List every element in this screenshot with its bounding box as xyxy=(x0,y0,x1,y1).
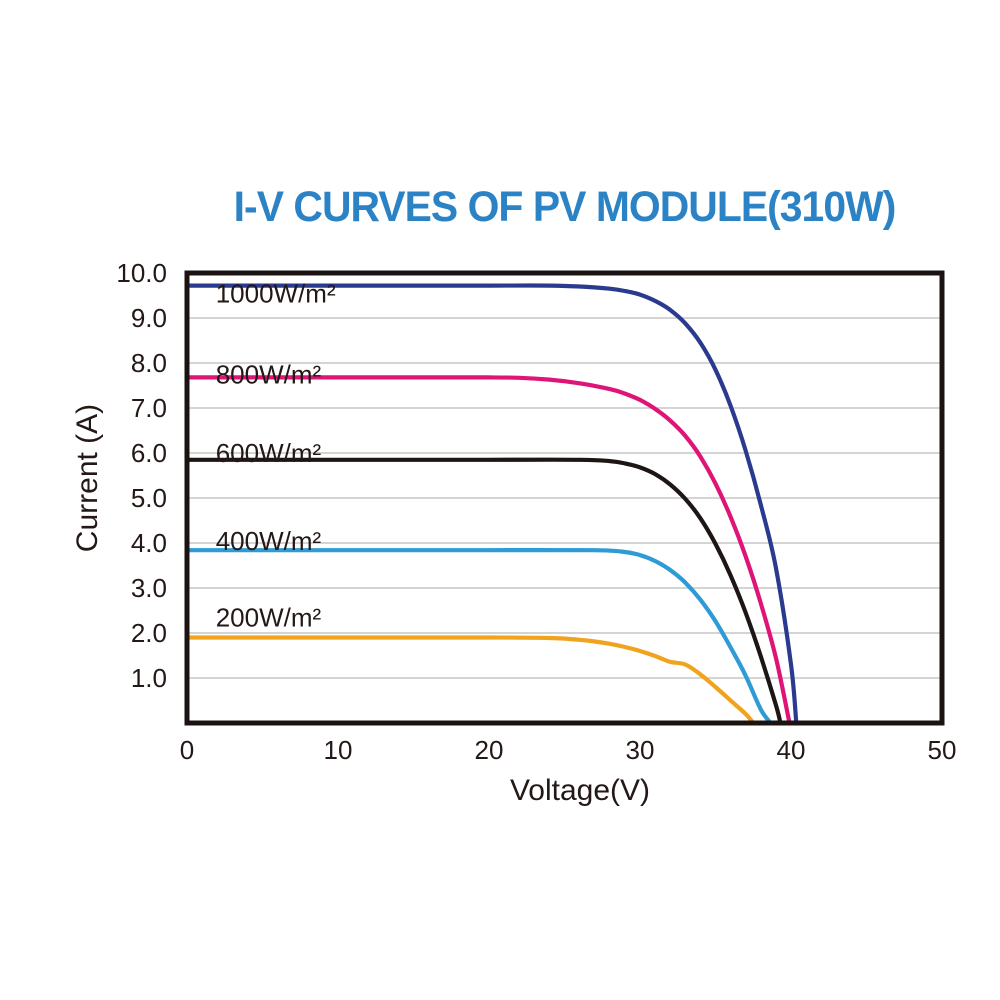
curve-label-600wm: 600W/m² xyxy=(216,438,322,468)
x-tick-label: 30 xyxy=(626,735,655,765)
chart-title: I-V CURVES OF PV MODULE(310W) xyxy=(233,183,897,231)
y-tick-label: 4.0 xyxy=(131,528,167,558)
curve-800wm xyxy=(187,375,792,723)
plot-border xyxy=(184,270,945,726)
curve-label-400wm: 400W/m² xyxy=(216,526,322,556)
curve-600wm xyxy=(187,457,783,723)
curve-1000wm xyxy=(187,283,799,723)
y-tick-label: 10.0 xyxy=(116,258,167,288)
y-tick-label: 7.0 xyxy=(131,393,167,423)
curve-200wm xyxy=(187,635,755,723)
x-tick-label: 0 xyxy=(180,735,194,765)
y-tick-label: 8.0 xyxy=(131,348,167,378)
x-tick-label: 10 xyxy=(324,735,353,765)
x-tick-label: 40 xyxy=(777,735,806,765)
y-tick-label: 9.0 xyxy=(131,303,167,333)
y-tick-label: 6.0 xyxy=(131,438,167,468)
curve-400wm xyxy=(187,547,773,723)
y-tick-label: 2.0 xyxy=(131,618,167,648)
curve-label-800wm: 800W/m² xyxy=(216,359,322,389)
x-axis-title: Voltage(V) xyxy=(510,774,650,807)
y-tick-label: 5.0 xyxy=(131,483,167,513)
curve-label-200wm: 200W/m² xyxy=(216,602,322,632)
y-axis-title: Current (A) xyxy=(71,404,104,552)
x-tick-label: 20 xyxy=(475,735,504,765)
curve-label-1000wm: 1000W/m² xyxy=(216,278,336,308)
y-tick-label: 3.0 xyxy=(131,573,167,603)
x-tick-label: 50 xyxy=(928,735,957,765)
y-tick-label: 1.0 xyxy=(131,663,167,693)
